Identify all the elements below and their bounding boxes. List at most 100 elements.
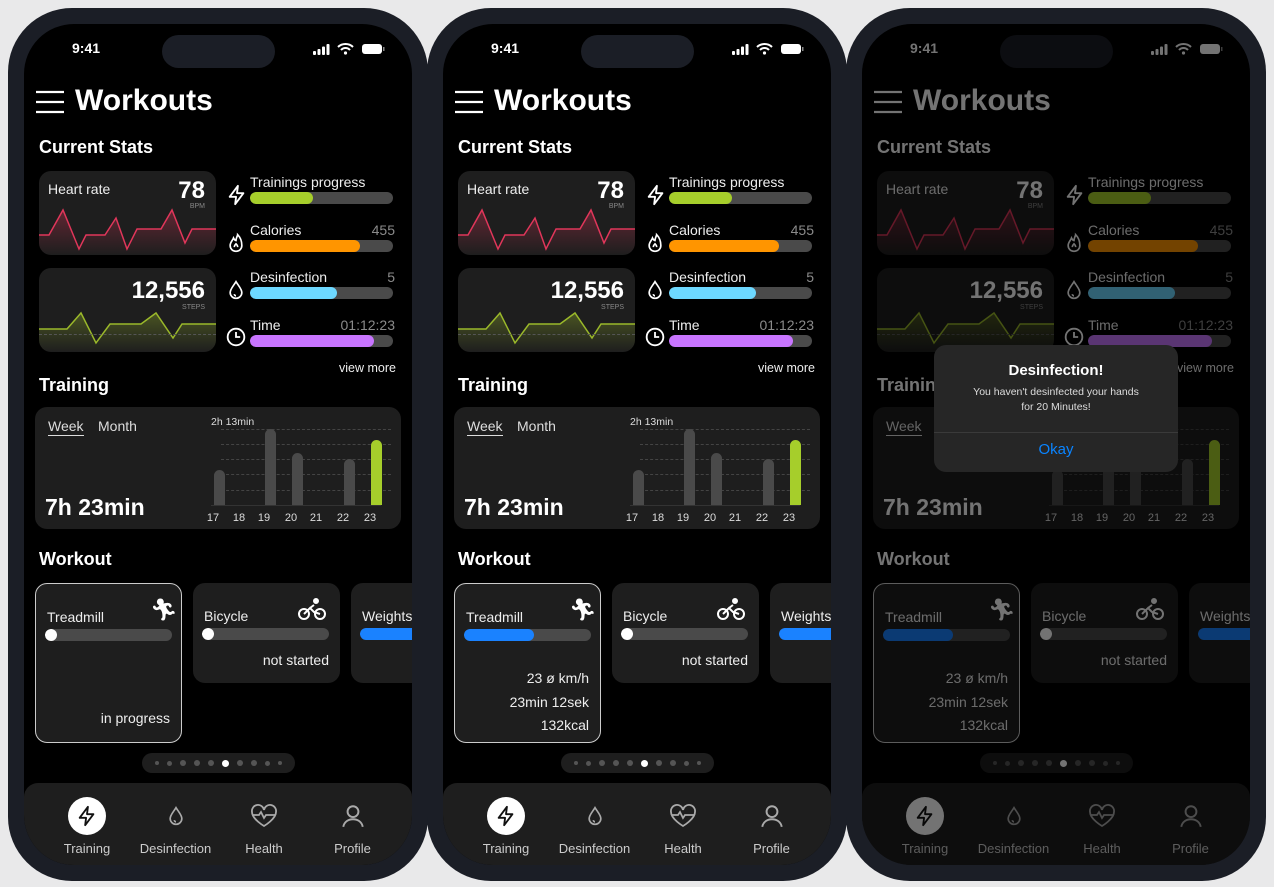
drop-icon bbox=[157, 797, 195, 835]
tab-month[interactable]: Month bbox=[517, 418, 556, 434]
stat-value: 5 bbox=[806, 269, 814, 285]
pager-dot[interactable] bbox=[627, 760, 633, 766]
tab-week[interactable]: Week bbox=[48, 418, 84, 436]
pager-dot[interactable] bbox=[278, 761, 282, 765]
treadmill-progress-bar bbox=[464, 629, 591, 641]
pager-dot[interactable] bbox=[574, 761, 578, 765]
flame-icon bbox=[226, 232, 246, 259]
hamburger-menu-icon[interactable] bbox=[36, 90, 64, 114]
bicycle-progress-bar bbox=[202, 628, 329, 640]
tab-desinfection[interactable]: Desinfection bbox=[550, 797, 640, 856]
drop-icon bbox=[576, 797, 614, 835]
tab-profile[interactable]: Profile bbox=[727, 797, 817, 856]
pager-dot[interactable] bbox=[599, 760, 605, 766]
heart-rate-graph bbox=[458, 208, 635, 255]
steps-card[interactable]: 12,556 STEPS bbox=[39, 268, 216, 352]
steps-unit: STEPS bbox=[182, 304, 205, 311]
pager-dot[interactable] bbox=[251, 760, 257, 766]
tab-label: Profile bbox=[334, 841, 371, 856]
stat-row-trainings-progress: Trainings progress bbox=[643, 174, 813, 214]
pager-dot[interactable] bbox=[222, 759, 229, 767]
lightning-icon bbox=[645, 184, 667, 211]
phone-screen: 9:41 Workouts Current Stats Heart rate 7… bbox=[443, 24, 831, 865]
stat-progress-bar bbox=[250, 192, 393, 204]
chart-gridline bbox=[221, 474, 391, 475]
training-card: Week Month 7h 23min 2h 13min 17 18 19 20… bbox=[454, 407, 820, 529]
bottom-tab-bar: Training Desinfection Health Profile bbox=[443, 783, 831, 865]
pager-dot[interactable] bbox=[586, 760, 591, 766]
bicycle-status: not started bbox=[681, 652, 748, 668]
heart-rate-card[interactable]: Heart rate 78 BPM bbox=[39, 171, 216, 255]
tab-month[interactable]: Month bbox=[98, 418, 137, 434]
bicycle-label: Bicycle bbox=[204, 608, 249, 624]
view-more-link[interactable]: view more bbox=[758, 361, 815, 375]
pager-dot[interactable] bbox=[656, 760, 662, 766]
okay-button[interactable]: Okay bbox=[1038, 441, 1074, 458]
drop-icon bbox=[645, 279, 665, 306]
phone-mockup-3: 9:41 Workouts Current Stats Heart rate 7… bbox=[846, 8, 1266, 881]
chart-x-label: 18 bbox=[232, 512, 246, 524]
heart-rate-card[interactable]: Heart rate 78 BPM bbox=[458, 171, 635, 255]
chart-bar-17 bbox=[632, 470, 644, 505]
heart-rate-unit: BPM bbox=[608, 203, 624, 210]
pager-dot[interactable] bbox=[697, 761, 701, 765]
pager-dot[interactable] bbox=[670, 760, 676, 766]
tab-health[interactable]: Health bbox=[638, 797, 728, 856]
pager-dot[interactable] bbox=[684, 760, 689, 766]
flame-icon bbox=[645, 232, 665, 259]
heart-rate-graph bbox=[39, 208, 216, 255]
pager-dot[interactable] bbox=[641, 759, 648, 767]
tab-profile[interactable]: Profile bbox=[308, 797, 398, 856]
pager-dot[interactable] bbox=[237, 760, 243, 766]
tab-label: Health bbox=[664, 841, 702, 856]
chart-bar-17 bbox=[213, 470, 225, 505]
tab-training[interactable]: Training bbox=[42, 797, 132, 856]
weights-card[interactable]: Weights bbox=[770, 583, 831, 683]
chart-x-label: 23 bbox=[782, 512, 796, 524]
stat-progress-bar bbox=[250, 239, 393, 252]
training-total: 7h 23min bbox=[464, 494, 564, 520]
treadmill-label: Treadmill bbox=[47, 609, 105, 625]
stat-row-trainings-progress: Trainings progress bbox=[224, 174, 394, 214]
bicycle-card[interactable]: Bicycle not started bbox=[612, 583, 759, 683]
tab-training[interactable]: Training bbox=[461, 797, 551, 856]
tab-week[interactable]: Week bbox=[467, 418, 503, 436]
stat-progress-bar bbox=[250, 287, 393, 299]
tab-health[interactable]: Health bbox=[219, 797, 309, 856]
hamburger-menu-icon[interactable] bbox=[455, 90, 483, 114]
pager-dot[interactable] bbox=[265, 760, 270, 766]
status-time: 9:41 bbox=[72, 40, 101, 56]
stat-label: Desinfection bbox=[250, 269, 328, 285]
treadmill-card[interactable]: Treadmill 🏃︎ 23 ø km/h 23min 12sek 132kcal bbox=[454, 583, 601, 743]
treadmill-card[interactable]: Treadmill 🏃︎ in progress bbox=[35, 583, 182, 743]
pager-dot[interactable] bbox=[613, 760, 619, 766]
view-more-link[interactable]: view more bbox=[339, 361, 396, 375]
carousel-pager bbox=[561, 753, 714, 773]
weights-card[interactable]: Weights bbox=[351, 583, 412, 683]
bicycle-icon bbox=[717, 598, 745, 620]
stat-progress-bar bbox=[669, 287, 812, 299]
stat-row-time: Time 01:12:23 bbox=[643, 316, 814, 357]
heart-rate-label: Heart rate bbox=[467, 181, 530, 197]
stat-value: 01:12:23 bbox=[340, 316, 396, 333]
heart-rate-unit: BPM bbox=[189, 203, 205, 210]
chart-x-label: 21 bbox=[309, 512, 323, 524]
bicycle-progress-bar bbox=[621, 628, 748, 640]
phone-mockup-2: 9:41 Workouts Current Stats Heart rate 7… bbox=[427, 8, 847, 881]
stat-label: Time bbox=[250, 316, 281, 333]
pager-dot[interactable] bbox=[180, 760, 186, 766]
stat-label: Time bbox=[669, 316, 700, 333]
treadmill-stat: 23 ø km/h bbox=[526, 670, 589, 686]
status-icons bbox=[313, 43, 385, 55]
pager-dot[interactable] bbox=[167, 760, 172, 766]
chart-bar-20 bbox=[710, 453, 722, 505]
steps-card[interactable]: 12,556 STEPS bbox=[458, 268, 635, 352]
pager-dot[interactable] bbox=[155, 761, 159, 765]
tab-desinfection[interactable]: Desinfection bbox=[131, 797, 221, 856]
training-total: 7h 23min bbox=[45, 494, 145, 520]
bicycle-card[interactable]: Bicycle not started bbox=[193, 583, 340, 683]
treadmill-stat: 23min 12sek bbox=[509, 693, 589, 710]
chart-x-label: 19 bbox=[676, 512, 690, 524]
pager-dot[interactable] bbox=[208, 760, 214, 766]
pager-dot[interactable] bbox=[194, 760, 200, 766]
